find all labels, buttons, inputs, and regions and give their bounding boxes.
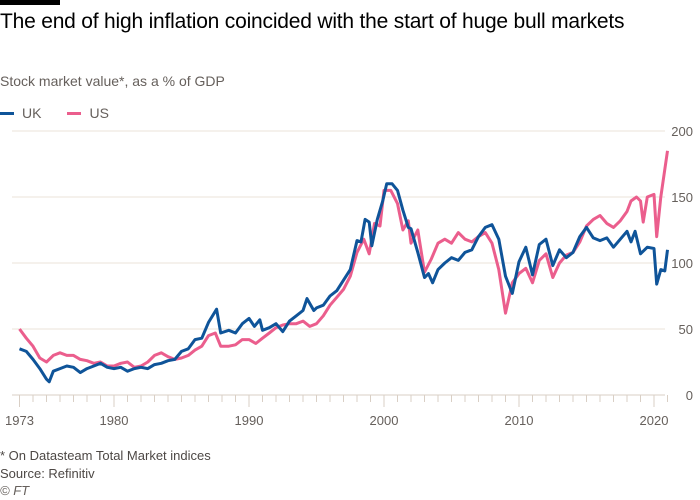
y-tick-label: 50 [679,322,693,337]
series-line-uk [18,182,669,384]
chart-subtitle: Stock market value*, as a % of GDP [0,73,225,89]
legend-item-uk: UK [0,105,41,121]
source: Source: Refinitiv [0,466,95,481]
x-tick-label: 2020 [640,413,669,428]
series-line-us [18,150,669,369]
y-tick-label: 150 [671,190,693,205]
ft-brand-bar [0,0,60,5]
y-tick-label: 0 [686,388,693,403]
x-tick-label: 1990 [235,413,264,428]
y-tick-label: 200 [671,124,693,139]
x-tick-label: 2000 [370,413,399,428]
legend-label-us: US [89,105,109,121]
legend-swatch-us [67,111,82,115]
legend: UK US [0,105,109,121]
chart-title: The end of high inflation coincided with… [0,10,625,33]
legend-item-us: US [67,105,109,121]
x-tick-label: 1980 [100,413,129,428]
x-tick-label: 1973 [5,413,34,428]
copyright: © FT [0,483,30,498]
footnote: * On Datasteam Total Market indices [0,448,211,463]
y-tick-label: 100 [671,256,693,271]
legend-label-uk: UK [22,105,42,121]
x-tick-label: 2010 [505,413,534,428]
legend-swatch-uk [0,111,14,115]
